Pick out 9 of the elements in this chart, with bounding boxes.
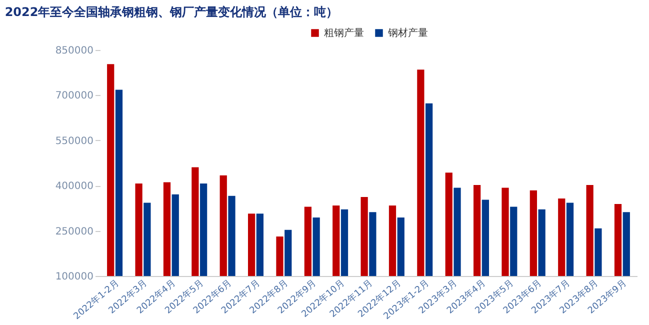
legend-label: 粗钢产量 [324,27,364,39]
y-tick-label: 400000 [55,181,94,192]
y-tick-label: 250000 [55,226,94,238]
y-tick-label: 850000 [55,46,94,56]
y-tick-label: 550000 [55,136,94,147]
y-tick-label: 100000 [55,272,94,282]
chart-title: 2022年至今全国轴承钢粗钢、钢厂产量变化情况（单位：吨） [4,5,338,19]
legend-label: 钢材产量 [387,27,428,39]
y-tick-label: 700000 [55,90,94,102]
